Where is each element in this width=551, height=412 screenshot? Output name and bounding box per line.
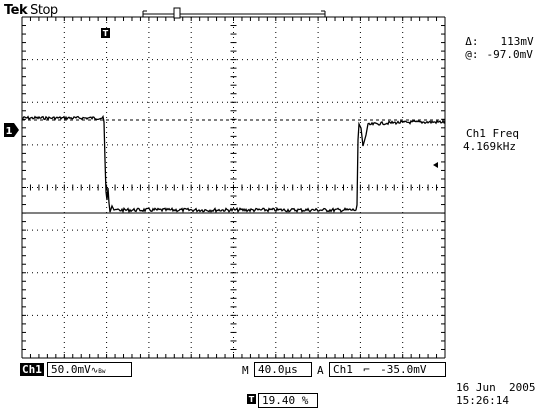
trigger-level: -35.0mV	[380, 363, 427, 376]
channel-marker-label: 1	[6, 126, 13, 137]
scope-brand: Tek Stop	[4, 3, 58, 18]
measurement-value: 4.169kHz	[463, 140, 516, 153]
falling-edge-icon: ⌐	[363, 363, 370, 376]
channel1-ground-marker[interactable]: 1	[4, 123, 19, 137]
trigger-position-indicator-icon: T	[247, 394, 256, 404]
volts-per-div-box[interactable]: 50.0mV∿Bw	[47, 362, 132, 377]
timebase-value: 40.0µs	[258, 363, 298, 376]
svg-text:T: T	[103, 29, 109, 38]
date-display: 16 Jun 2005	[456, 381, 536, 394]
cursor-delta-value: 113mV	[500, 35, 534, 48]
cursor-at-value: -97.0mV	[486, 48, 533, 61]
cursor-at-label: @:	[465, 48, 479, 61]
measurement-label: Ch1 Freq	[466, 127, 519, 140]
trigger-position-box[interactable]: 19.40 %	[258, 393, 318, 408]
cursor-delta-readout: Δ: 113mV	[452, 22, 534, 48]
waveform-trace	[21, 114, 446, 214]
trigger-level-marker[interactable]	[433, 162, 438, 168]
bandwidth-limit-icon: ∿	[90, 366, 99, 376]
timebase-box[interactable]: 40.0µs	[254, 362, 312, 377]
cursor-at-readout: @: -97.0mV	[452, 35, 533, 61]
trigger-settings-box[interactable]: Ch1 ⌐ -35.0mV	[329, 362, 446, 377]
volts-per-div-value: 50.0mV	[51, 363, 91, 376]
time-display: 15:26:14	[456, 394, 509, 407]
svg-text:T: T	[249, 395, 255, 404]
record-position-bar	[142, 7, 326, 19]
trigger-position-value: 19.40 %	[262, 394, 309, 407]
trigger-source: Ch1	[333, 363, 353, 376]
trigger-position-marker[interactable]: T	[101, 28, 110, 38]
brand-label: Tek	[4, 3, 28, 18]
graticule	[21, 16, 446, 359]
bandwidth-limit-suffix: Bw	[98, 368, 106, 375]
cursor-delta-label: Δ:	[465, 35, 479, 48]
trigger-mode: A	[317, 364, 324, 377]
timebase-prefix: M	[242, 364, 249, 377]
run-state: Stop	[30, 3, 58, 18]
channel-indicator[interactable]: Ch1	[20, 363, 44, 376]
